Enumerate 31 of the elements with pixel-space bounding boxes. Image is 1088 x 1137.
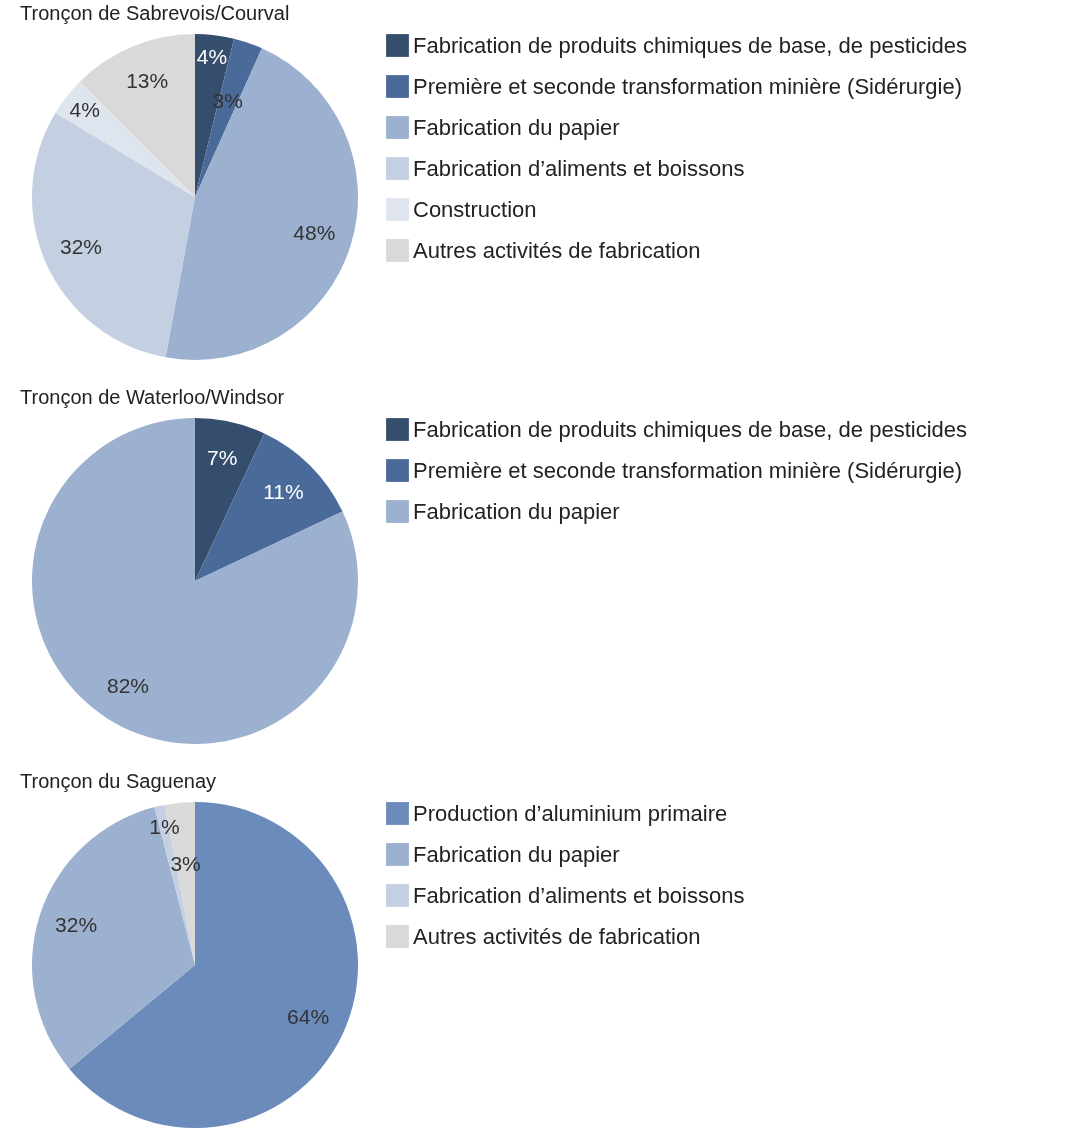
legend-label: Fabrication du papier <box>413 114 620 140</box>
data-label: 11% <box>263 479 304 503</box>
data-label: 13% <box>126 68 169 92</box>
data-label: 48% <box>293 221 336 245</box>
legend-label: Première et seconde transformation minière (Sidérurgie) <box>413 73 963 99</box>
pie-slice <box>195 38 262 197</box>
data-label: 82% <box>107 673 150 697</box>
legend-label: Autres activités de fabrication <box>413 237 701 263</box>
chart-title: Tronçon du Saguenay <box>20 770 217 792</box>
data-label: 4% <box>196 45 228 69</box>
legend-label: Fabrication d’aliments et boissons <box>413 882 745 908</box>
legend-label: Fabrication d’aliments et boissons <box>413 155 745 181</box>
legend-label: Fabrication du papier <box>413 498 620 524</box>
legend-label: Autres activités de fabrication <box>413 923 701 949</box>
legend-label: Fabrication de produits chimiques de base, de pesticides <box>413 32 967 58</box>
chart-title: Tronçon de Waterloo/Windsor <box>20 386 285 408</box>
pie-slice <box>195 433 343 581</box>
data-label: 32% <box>60 235 103 259</box>
chart-title: Tronçon de Sabrevois/Courval <box>20 2 290 24</box>
legend-label: Production d’aluminium primaire <box>413 800 728 826</box>
pie-slice <box>195 418 265 581</box>
data-label: 32% <box>55 913 98 937</box>
legend-label: Fabrication de produits chimiques de base, de pesticides <box>413 416 967 442</box>
data-label: 1% <box>149 815 180 839</box>
pie-slice <box>32 418 358 744</box>
data-label: 7% <box>207 446 238 470</box>
legend-label: Fabrication du papier <box>413 841 620 867</box>
legend-label: Première et seconde transformation minière (Sidérurgie) <box>413 457 963 483</box>
data-label: 4% <box>69 97 100 121</box>
data-label: 64% <box>287 1005 330 1029</box>
legend-label: Construction <box>413 196 537 222</box>
